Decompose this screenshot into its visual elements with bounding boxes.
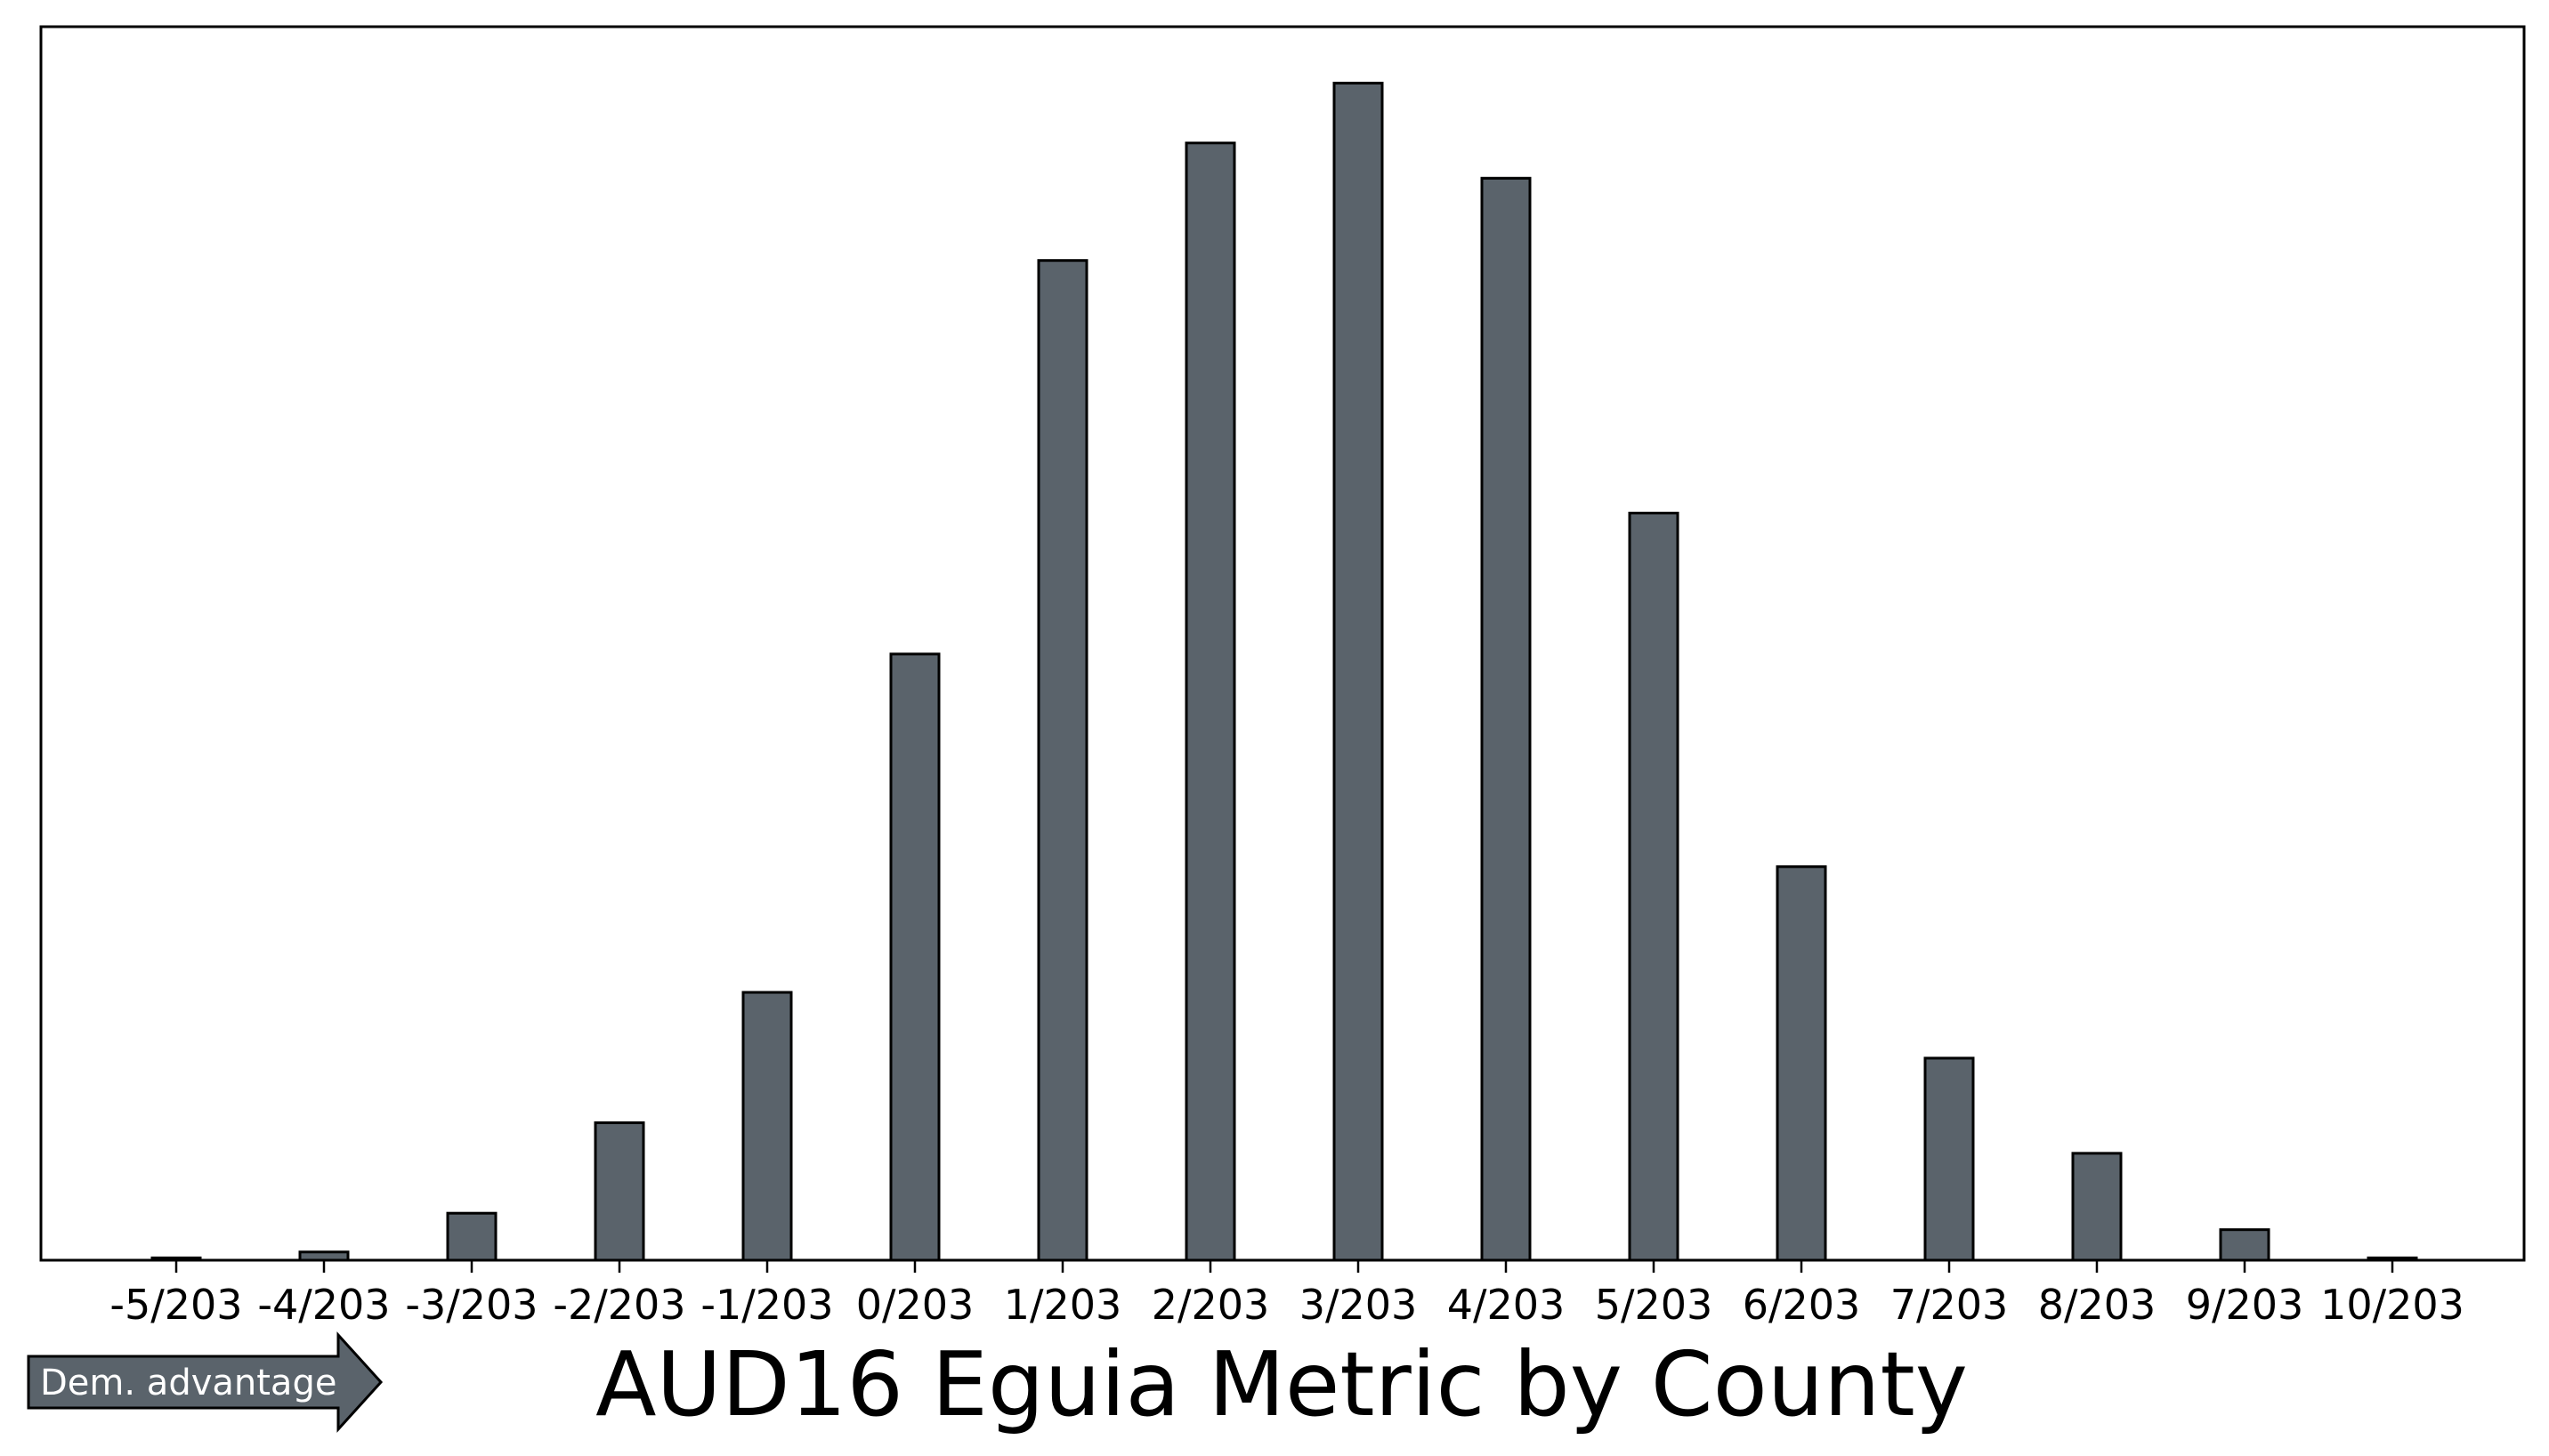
bar-3/203 [1332, 81, 1384, 1262]
x-tick-label: -5/203 [109, 1281, 242, 1329]
x-tick-label: -1/203 [700, 1281, 833, 1329]
bars [150, 81, 2418, 1262]
x-tick-label: -3/203 [405, 1281, 538, 1329]
arrow-shape [27, 1331, 384, 1433]
x-tick-label: 8/203 [2038, 1281, 2157, 1329]
x-tick-label: 7/203 [1890, 1281, 2009, 1329]
bar--5/203 [150, 1256, 202, 1262]
bar--2/203 [594, 1121, 645, 1262]
dem-advantage-arrow: Dem. advantage [27, 1331, 384, 1433]
bar-2/203 [1185, 142, 1236, 1262]
arrow-label: Dem. advantage [40, 1363, 336, 1403]
x-tick-label: -2/203 [553, 1281, 685, 1329]
bar--1/203 [741, 991, 793, 1262]
x-tick-label: 3/203 [1299, 1281, 1418, 1329]
bar-10/203 [2367, 1256, 2418, 1262]
x-tick-label: 4/203 [1447, 1281, 1566, 1329]
bar-5/203 [1628, 511, 1679, 1262]
x-axis-ticks [174, 1260, 2394, 1273]
bar--4/203 [298, 1250, 350, 1262]
x-tick-label: 2/203 [1152, 1281, 1270, 1329]
plot-frame [39, 25, 2526, 1262]
bar-7/203 [1923, 1056, 1975, 1262]
x-tick-label: 0/203 [856, 1281, 975, 1329]
bar-1/203 [1037, 259, 1088, 1262]
x-tick-label: 5/203 [1595, 1281, 1713, 1329]
x-tick-label: -4/203 [257, 1281, 390, 1329]
chart-title: AUD16 Eguia Metric by County [595, 1332, 1968, 1436]
bar-8/203 [2071, 1152, 2123, 1262]
bar--3/203 [446, 1211, 498, 1262]
x-tick-label: 1/203 [1004, 1281, 1122, 1329]
x-tick-label: 10/203 [2320, 1281, 2464, 1329]
bar-0/203 [889, 652, 941, 1262]
x-tick-label: 6/203 [1743, 1281, 1861, 1329]
bar-4/203 [1480, 176, 1532, 1262]
bar-6/203 [1776, 865, 1827, 1262]
x-axis-tick-labels: -5/203 -4/203 -3/203 -2/203 -1/203 0/203 1/203… [109, 1281, 2464, 1329]
x-tick-label: 9/203 [2186, 1281, 2304, 1329]
bar-9/203 [2219, 1228, 2270, 1262]
